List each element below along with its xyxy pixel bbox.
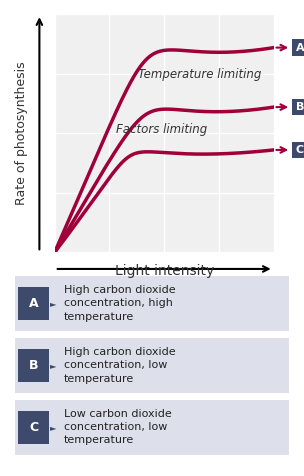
Text: B: B [29,359,38,372]
Y-axis label: Rate of photosynthesis: Rate of photosynthesis [16,61,29,205]
Text: ►: ► [50,361,57,370]
Text: High carbon dioxide
concentration, high
temperature: High carbon dioxide concentration, high … [64,285,175,322]
Text: High carbon dioxide
concentration, low
temperature: High carbon dioxide concentration, low t… [64,347,175,384]
Text: Low carbon dioxide
concentration, low
temperature: Low carbon dioxide concentration, low te… [64,409,171,446]
Text: A: A [295,42,304,53]
Text: Temperature limiting: Temperature limiting [138,68,261,81]
Text: C: C [296,145,304,155]
Text: A: A [29,297,38,310]
Text: B: B [296,102,304,112]
Text: ►: ► [50,423,57,432]
Text: C: C [29,421,38,434]
Text: ►: ► [50,299,57,308]
Text: Factors limiting: Factors limiting [116,123,207,136]
Text: Light intensity: Light intensity [115,264,214,278]
